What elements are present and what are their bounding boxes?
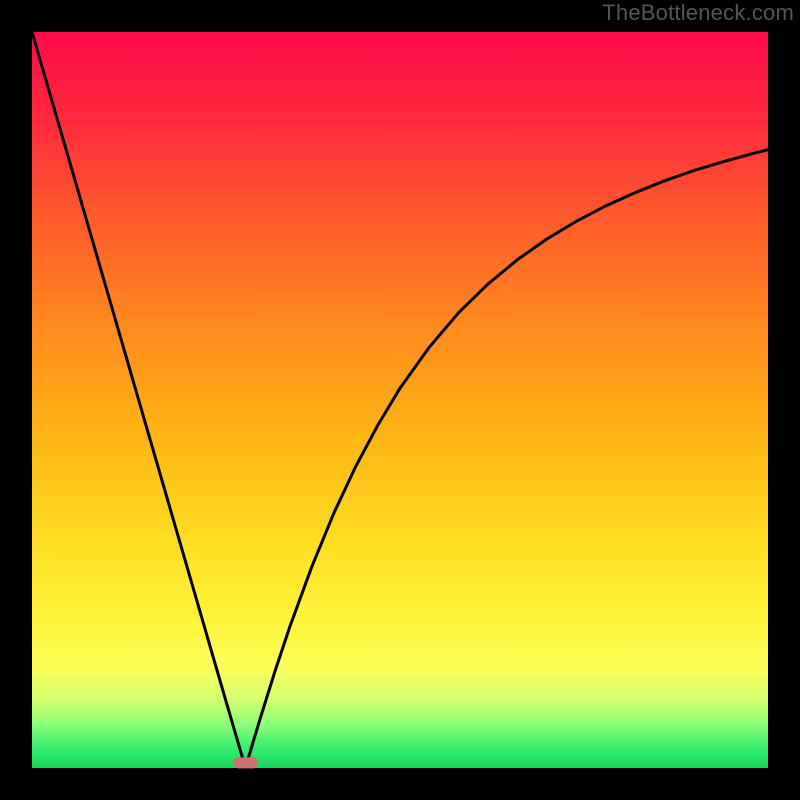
chart-frame: TheBottleneck.com bbox=[0, 0, 800, 800]
watermark-text: TheBottleneck.com bbox=[602, 0, 794, 26]
optimum-marker bbox=[233, 757, 258, 768]
bottleneck-chart bbox=[0, 0, 800, 800]
plot-background bbox=[32, 32, 768, 768]
